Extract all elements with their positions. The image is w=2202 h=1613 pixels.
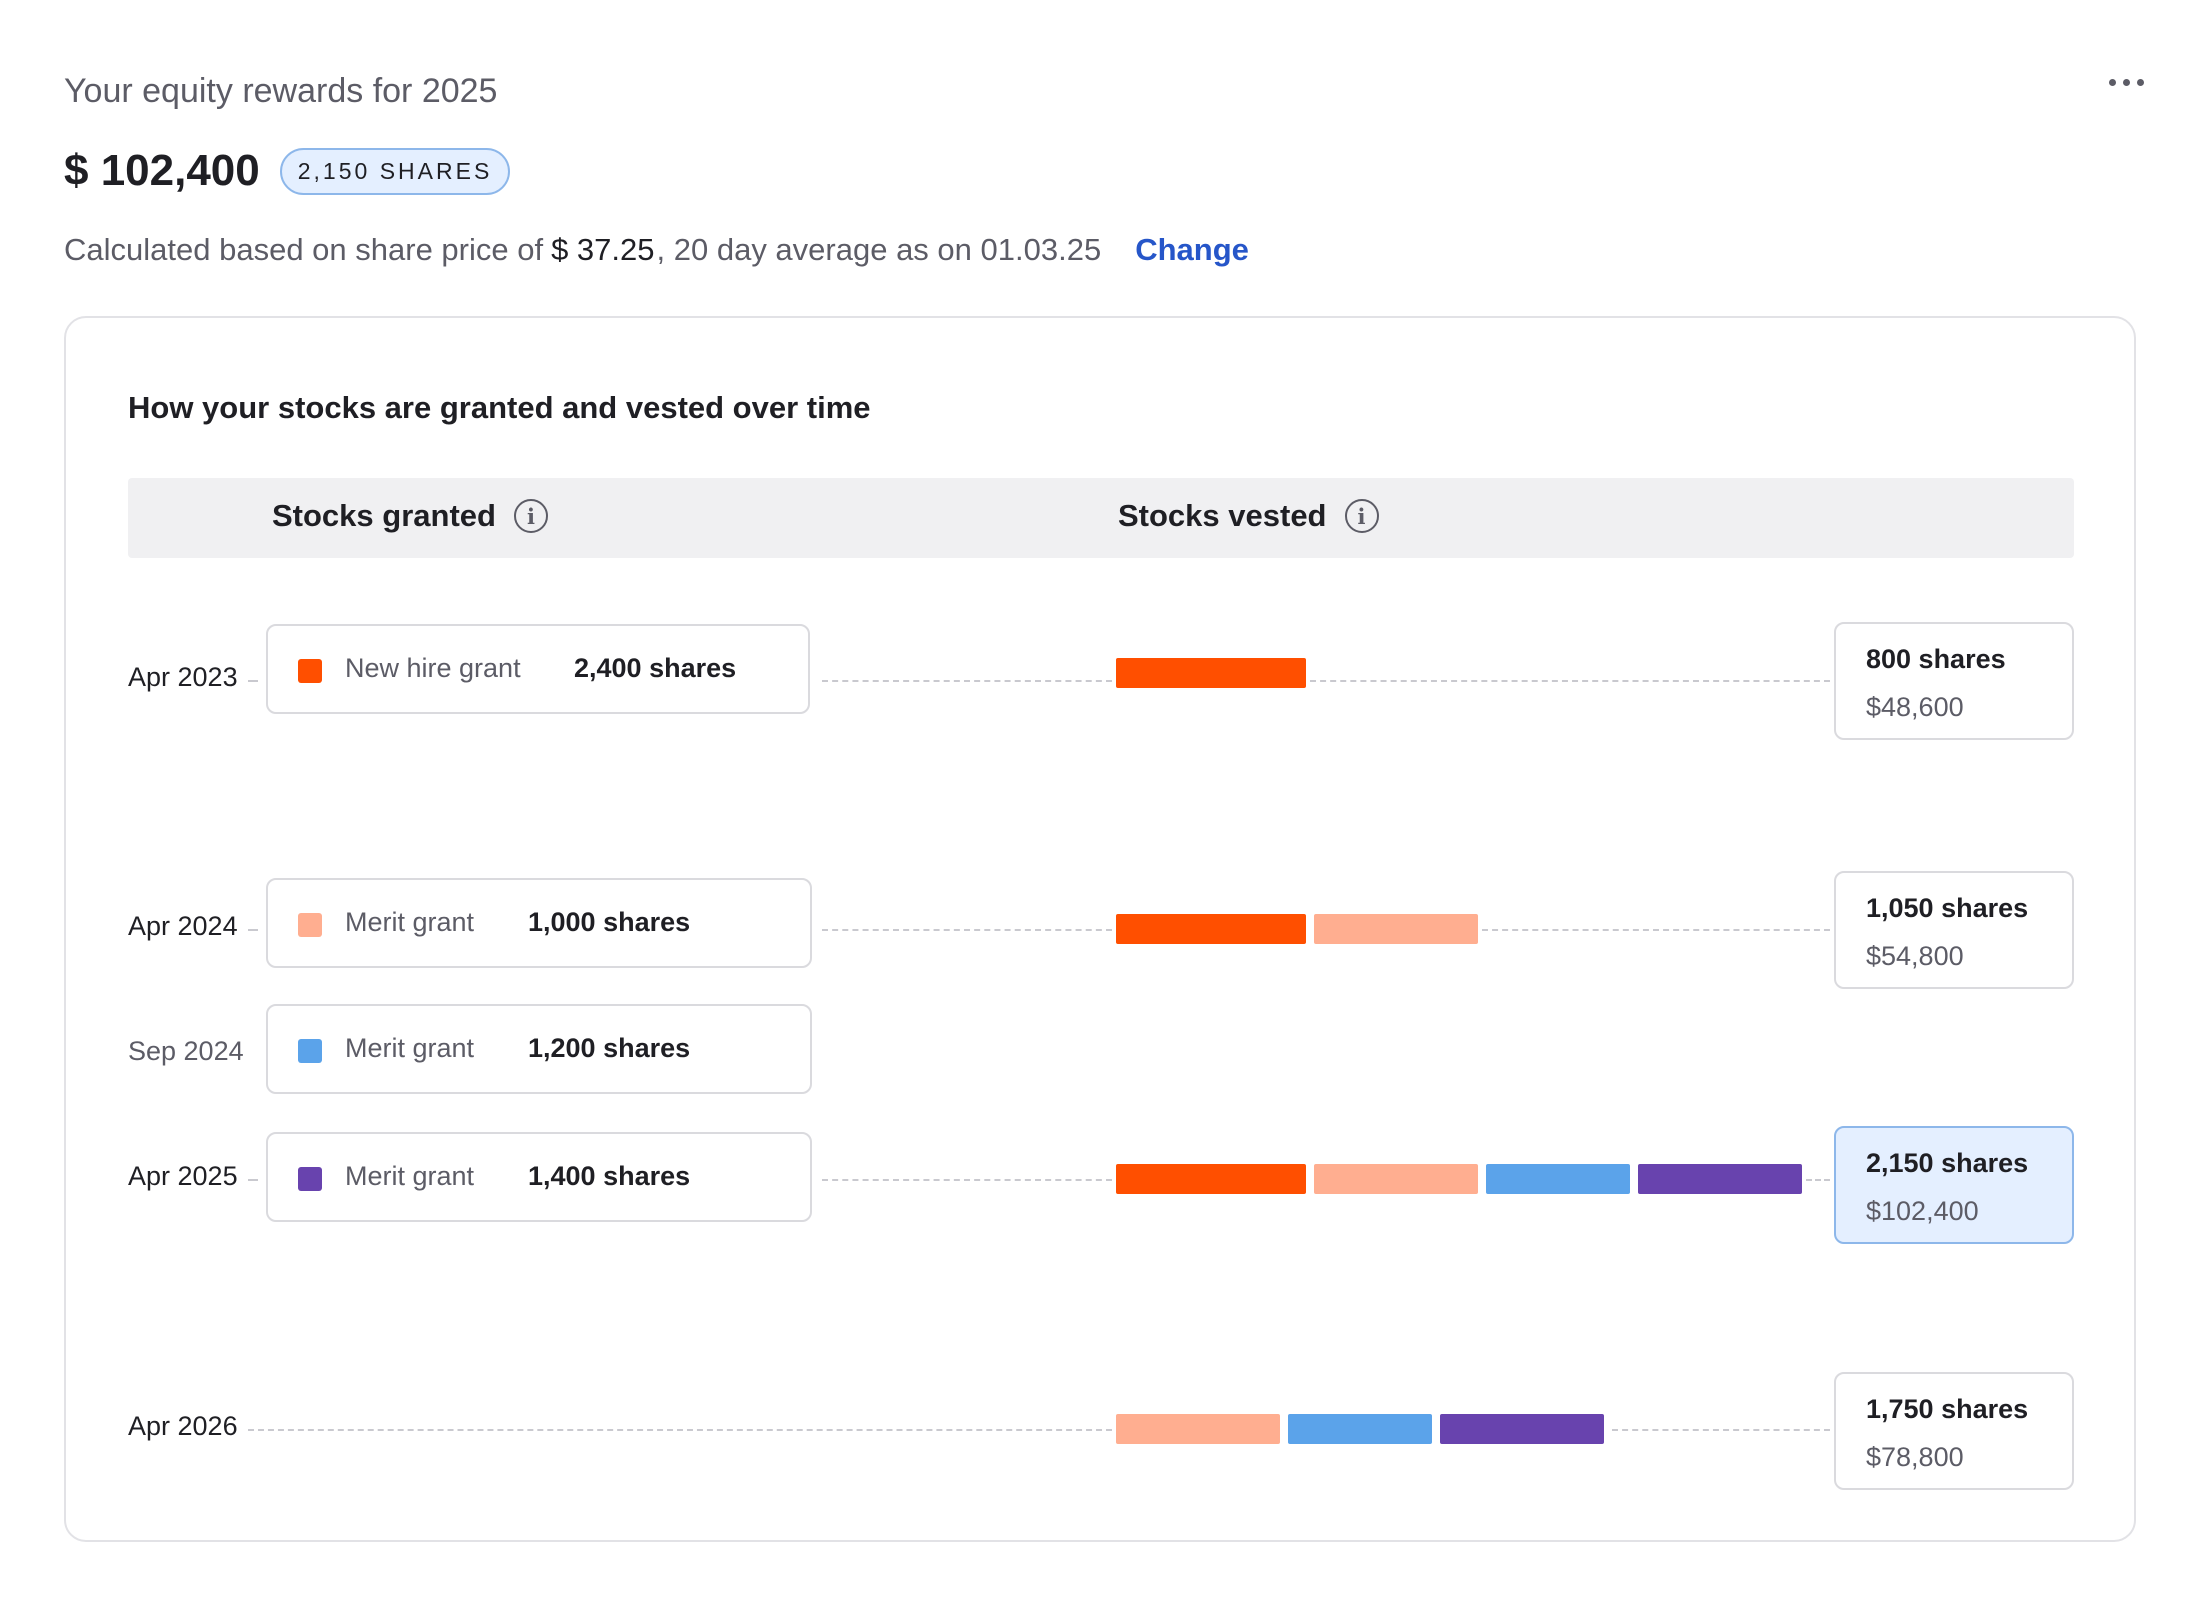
grant-card[interactable]: Merit grant 1,200 shares: [266, 1004, 812, 1094]
vest-segment-merit-apr-2025: [1440, 1414, 1604, 1444]
vesting-panel: [64, 316, 2136, 1542]
vest-summary-card-active[interactable]: 2,150 shares $102,400: [1834, 1126, 2074, 1244]
vest-value: $48,600: [1866, 692, 1964, 722]
grant-color-swatch: [298, 913, 322, 937]
shares-badge: 2,150 SHARES: [279, 147, 511, 195]
vest-shares: 1,050 shares: [1866, 893, 2029, 923]
vest-shares: 1,750 shares: [1866, 1394, 2029, 1424]
vest-segment-merit-apr-2024: [1314, 914, 1478, 944]
timeline-date: Sep 2024: [128, 1036, 244, 1066]
timeline-date: Apr 2026: [128, 1411, 238, 1441]
col-stocks-granted-label: Stocks granted: [272, 498, 496, 533]
calculation-note: Calculated based on share price of $ 37.…: [64, 232, 1249, 268]
grant-shares: 2,400 shares: [574, 653, 737, 683]
timeline-connector: [248, 680, 258, 682]
info-icon[interactable]: i: [1344, 499, 1379, 533]
vest-value: $78,800: [1866, 1442, 1964, 1472]
vest-segment-new-hire: [1116, 658, 1306, 688]
grant-card[interactable]: New hire grant 2,400 shares: [266, 624, 810, 714]
share-price: $ 37.25: [551, 232, 655, 267]
timeline-connector: [1806, 1179, 1830, 1181]
timeline-connector: [248, 1179, 258, 1181]
grant-card[interactable]: Merit grant 1,400 shares: [266, 1132, 812, 1222]
vest-segment-merit-sep-2024: [1486, 1164, 1630, 1194]
info-icon[interactable]: i: [513, 499, 548, 533]
vest-segment-new-hire: [1116, 1164, 1306, 1194]
card-title: Your equity rewards for 2025: [64, 72, 498, 110]
col-stocks-vested: Stocks vested i: [1118, 498, 1379, 534]
vest-segment-merit-apr-2024: [1116, 1414, 1280, 1444]
calc-suffix: , 20 day average as on 01.03.25: [656, 232, 1102, 267]
total-amount-row: $ 102,400 2,150 SHARES: [64, 146, 511, 196]
col-stocks-granted: Stocks granted i: [272, 498, 548, 534]
grant-color-swatch: [298, 659, 322, 683]
grant-color-swatch: [298, 1167, 322, 1191]
grant-name: Merit grant: [345, 1161, 475, 1191]
grant-shares: 1,000 shares: [528, 907, 691, 937]
grant-name: Merit grant: [345, 1033, 475, 1063]
grant-shares: 1,200 shares: [528, 1033, 691, 1063]
timeline-connector: [1482, 929, 1830, 931]
vest-segment-merit-apr-2025: [1638, 1164, 1802, 1194]
vest-segment-merit-apr-2024: [1314, 1164, 1478, 1194]
grant-shares: 1,400 shares: [528, 1161, 691, 1191]
timeline-connector: [248, 1429, 1112, 1431]
vest-summary-card[interactable]: 1,050 shares $54,800: [1834, 871, 2074, 989]
timeline-connector: [822, 680, 1112, 682]
timeline-connector: [822, 929, 1112, 931]
grant-card[interactable]: Merit grant 1,000 shares: [266, 878, 812, 968]
vest-segment-merit-sep-2024: [1288, 1414, 1432, 1444]
vest-value: $54,800: [1866, 941, 1964, 971]
timeline-connector: [248, 929, 258, 931]
grant-name: Merit grant: [345, 907, 475, 937]
calc-prefix: Calculated based on share price of: [64, 232, 544, 267]
vest-value: $102,400: [1866, 1196, 1979, 1226]
timeline-connector: [1612, 1429, 1830, 1431]
vest-summary-card[interactable]: 1,750 shares $78,800: [1834, 1372, 2074, 1490]
timeline-connector: [1310, 680, 1830, 682]
total-amount: $ 102,400: [64, 146, 260, 195]
timeline-date: Apr 2024: [128, 911, 238, 941]
grant-name: New hire grant: [345, 653, 521, 683]
change-link[interactable]: Change: [1135, 232, 1249, 267]
col-stocks-vested-label: Stocks vested: [1118, 498, 1327, 533]
vest-segment-new-hire: [1116, 914, 1306, 944]
column-header-bar: [128, 478, 2074, 558]
vest-shares: 2,150 shares: [1866, 1148, 2029, 1178]
more-options-icon[interactable]: [2098, 62, 2154, 102]
vest-summary-card[interactable]: 800 shares $48,600: [1834, 622, 2074, 740]
grant-color-swatch: [298, 1039, 322, 1063]
panel-title: How your stocks are granted and vested o…: [128, 390, 871, 425]
timeline-date: Apr 2025: [128, 1161, 238, 1191]
timeline-date: Apr 2023: [128, 662, 238, 692]
vest-shares: 800 shares: [1866, 644, 2006, 674]
timeline-connector: [822, 1179, 1112, 1181]
